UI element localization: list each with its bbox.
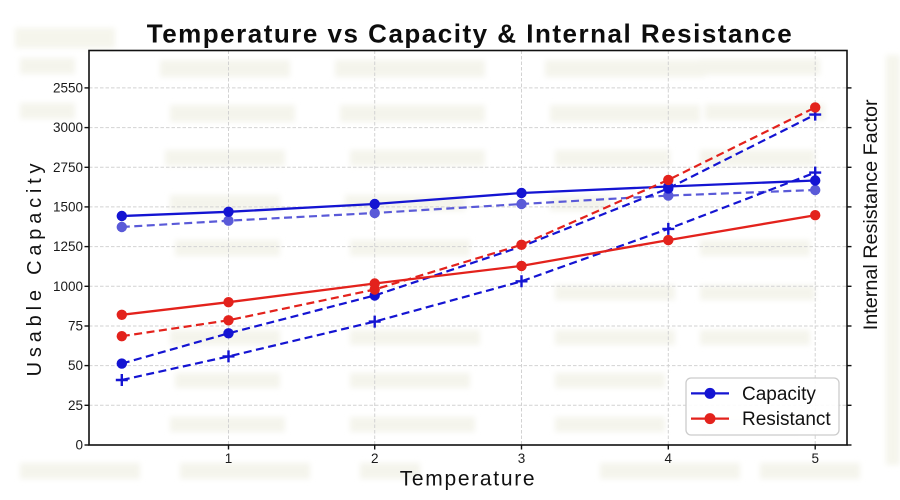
svg-text:5: 5 [811, 451, 819, 466]
svg-text:1500: 1500 [53, 199, 83, 214]
svg-text:1000: 1000 [53, 279, 83, 294]
svg-text:3000: 3000 [53, 120, 83, 135]
svg-text:0: 0 [75, 438, 83, 453]
svg-text:2: 2 [371, 451, 379, 466]
svg-text:2750: 2750 [53, 160, 83, 175]
svg-text:50: 50 [68, 358, 83, 373]
svg-text:Capacity: Capacity [742, 384, 816, 405]
svg-text:2550: 2550 [53, 80, 83, 95]
svg-text:Internal Resistance Factor: Internal Resistance Factor [860, 99, 882, 330]
svg-text:1: 1 [225, 451, 233, 466]
svg-text:3: 3 [518, 451, 526, 466]
svg-text:Usable Capacity: Usable Capacity [24, 159, 46, 377]
svg-text:Temperature vs Capacity & Inte: Temperature vs Capacity & Internal Resis… [147, 19, 793, 49]
svg-text:75: 75 [68, 319, 83, 334]
svg-text:Temperature: Temperature [400, 468, 537, 491]
svg-text:Resistanct: Resistanct [742, 409, 831, 430]
svg-text:25: 25 [68, 398, 83, 413]
svg-text:4: 4 [665, 451, 673, 466]
svg-text:1250: 1250 [53, 239, 83, 254]
